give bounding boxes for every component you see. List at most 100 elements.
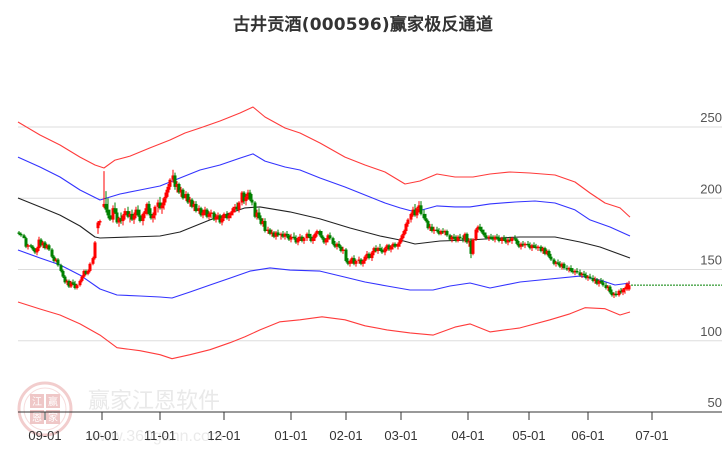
candle <box>324 238 328 246</box>
candle <box>134 206 138 219</box>
candle <box>452 233 456 240</box>
candle <box>627 280 631 291</box>
candle <box>467 238 471 247</box>
candle <box>597 279 601 287</box>
candle <box>326 233 330 243</box>
candle <box>404 222 408 234</box>
candle <box>586 275 590 281</box>
candle <box>573 269 577 276</box>
candle <box>194 201 198 213</box>
candle <box>128 211 132 223</box>
upper-inner-band-line <box>17 153 631 237</box>
candle <box>365 250 369 260</box>
candle <box>162 196 166 210</box>
candle <box>29 243 33 249</box>
candle <box>86 269 90 276</box>
candle <box>463 232 467 243</box>
candle <box>458 233 462 240</box>
candle <box>69 280 73 289</box>
candle <box>357 256 361 264</box>
candle <box>225 211 229 220</box>
candle <box>26 243 30 250</box>
candle <box>203 206 207 216</box>
candle <box>506 238 510 246</box>
candle <box>495 233 499 240</box>
x-tick-label: 03-01 <box>384 428 417 443</box>
candle <box>491 235 495 241</box>
candle <box>263 218 267 233</box>
candle <box>33 248 37 254</box>
candle <box>480 226 484 234</box>
candle <box>257 208 261 220</box>
candle <box>111 205 115 223</box>
watermark-seal-icon: 江 赢 恩 家 <box>17 381 73 437</box>
candle <box>454 235 458 243</box>
candle <box>61 269 65 279</box>
candle <box>443 229 447 236</box>
candle <box>309 233 313 243</box>
candle <box>588 273 592 280</box>
candle <box>372 246 376 256</box>
candle <box>500 236 504 244</box>
candle <box>266 226 270 234</box>
candle <box>344 248 348 263</box>
candle <box>212 211 216 222</box>
candle <box>115 208 119 224</box>
candle <box>539 245 543 253</box>
candle <box>515 238 519 246</box>
candle <box>242 191 246 204</box>
grid-lines <box>18 126 722 342</box>
candle <box>186 192 190 204</box>
candle <box>437 228 441 236</box>
candle <box>530 243 534 251</box>
candle <box>17 231 21 236</box>
candle <box>617 289 621 297</box>
candle <box>465 232 469 244</box>
candle <box>567 266 571 273</box>
candle <box>121 213 125 226</box>
candle <box>435 226 439 233</box>
candle <box>547 249 551 259</box>
candle <box>339 245 343 253</box>
candle <box>246 189 250 200</box>
candle <box>240 191 244 206</box>
candle <box>513 235 517 241</box>
candle <box>237 201 241 213</box>
candle <box>67 279 71 289</box>
seal-char-2: 赢 <box>48 395 58 408</box>
candle <box>398 238 402 247</box>
x-tick-label: 05-01 <box>512 428 545 443</box>
candle <box>413 203 417 217</box>
candle <box>484 232 488 240</box>
candle <box>151 212 155 223</box>
candle <box>625 282 629 291</box>
candle <box>108 209 112 222</box>
candle <box>199 206 203 217</box>
candle <box>456 235 460 243</box>
candle <box>190 198 194 209</box>
lower-outer-band-line <box>17 301 631 360</box>
candle <box>623 286 627 294</box>
candle <box>313 232 317 241</box>
candle <box>532 242 536 249</box>
candle <box>337 241 341 249</box>
candle <box>88 262 92 273</box>
x-tick-label: 06-01 <box>571 428 604 443</box>
candle <box>248 189 252 202</box>
candle <box>610 289 614 297</box>
candle <box>523 242 527 249</box>
candle <box>233 203 237 213</box>
candle <box>307 229 311 239</box>
candle <box>541 246 545 254</box>
candle <box>59 263 63 273</box>
candle <box>216 212 220 220</box>
x-axis-ticks: 09-01 10-01 11-01 12-01 01-01 02-01 03-01 04-01… <box>28 412 669 443</box>
candle <box>621 288 625 296</box>
channel-bands <box>17 106 631 360</box>
candle <box>179 186 183 197</box>
candle <box>292 232 296 240</box>
candle <box>250 193 254 206</box>
candle <box>526 241 530 247</box>
candle <box>93 241 97 260</box>
candle <box>31 245 35 251</box>
